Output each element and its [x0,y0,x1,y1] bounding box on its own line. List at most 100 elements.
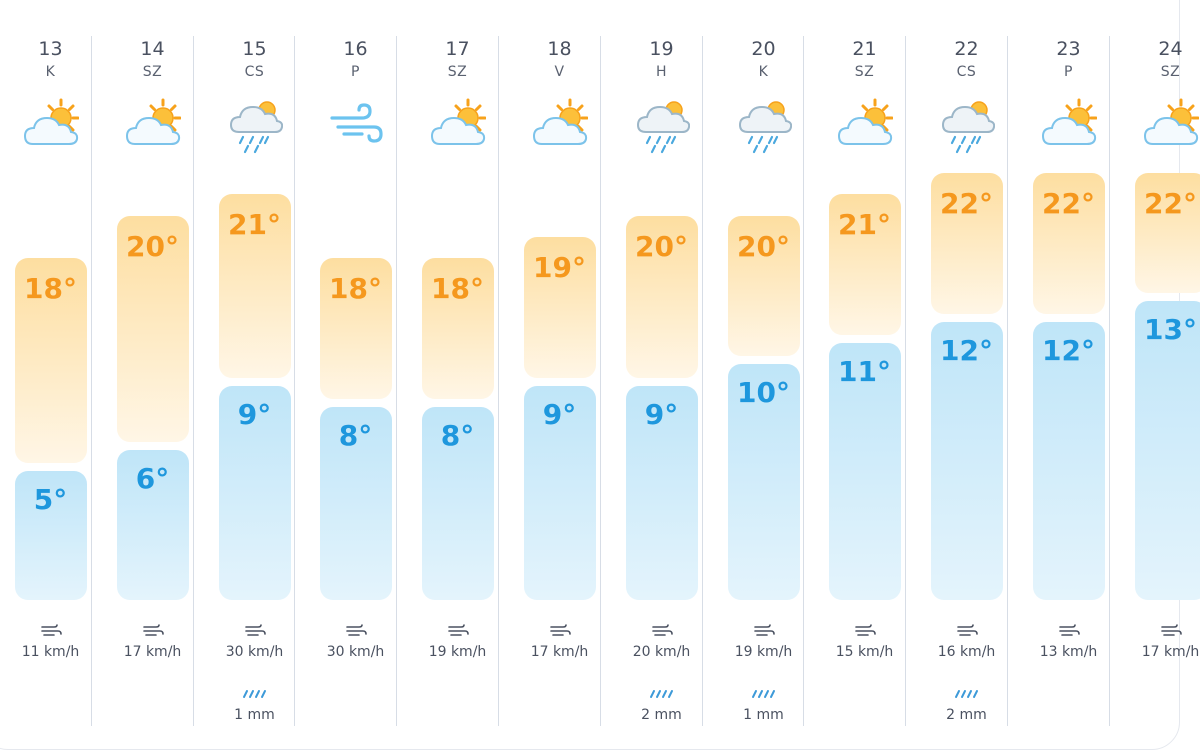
day-date: 21 [852,38,877,60]
day-column[interactable]: 20 K 20° 10° 19 km/h 1 mm [713,0,814,751]
min-temp: 9° [644,397,679,431]
wind-icon [854,622,876,638]
partly-sunny-icon [125,98,181,145]
min-temp-bar: 6° [116,449,189,600]
column-divider [600,36,601,726]
day-column[interactable]: 21 SZ 21° 11° 15 km/h [814,0,915,751]
rain-icon [636,101,690,154]
day-column[interactable]: 23 P 22° 12° 13 km/h [1018,0,1119,751]
max-temp: 20° [126,229,179,263]
day-date: 13 [38,38,63,60]
column-divider [91,36,92,726]
day-column[interactable]: 18 V 19° 9° 17 km/h [509,0,610,751]
wind-speed: 19 km/h [428,644,487,660]
day-weekday: H [655,64,668,80]
partly-sunny-icon [1143,98,1199,145]
column-divider [1109,36,1110,726]
wind-speed: 19 km/h [734,644,793,660]
wind-icon [329,103,383,143]
wind-icon [956,622,978,638]
day-weekday: P [1064,64,1073,80]
max-temp-bar: 22° [1134,173,1200,293]
max-temp-bar: 18° [319,258,392,400]
wind-icon [244,622,266,638]
day-date: 23 [1056,38,1081,60]
day-column[interactable]: 14 SZ 20° 6° 17 km/h [102,0,203,751]
max-temp-bar: 21° [828,194,901,336]
day-column[interactable]: 22 CS 22° 12° 16 km/h 2 mm [916,0,1017,751]
day-column[interactable]: 17 SZ 18° 8° 19 km/h [407,0,508,751]
day-column[interactable]: 13 K 18° 5° 11 km/h [0,0,101,751]
max-temp: 19° [533,250,586,284]
min-temp-bar: 10° [727,364,800,600]
min-temp: 9° [237,397,272,431]
day-weekday: P [351,64,360,80]
day-column[interactable]: 19 H 20° 9° 20 km/h 2 mm [611,0,712,751]
column-divider [702,36,703,726]
max-temp-bar: 19° [523,236,596,378]
day-weekday: K [45,64,56,80]
column-divider [193,36,194,726]
wind-icon [142,622,164,638]
min-temp: 5° [33,482,68,516]
rain-icon [242,685,268,698]
day-column[interactable]: 15 CS 21° 9° 30 km/h 1 mm [204,0,305,751]
wind-speed: 17 km/h [123,644,182,660]
wind-speed: 11 km/h [21,644,80,660]
wind-icon [753,622,775,638]
max-temp: 22° [1042,187,1095,220]
day-weekday: SZ [854,64,875,80]
day-weekday: V [554,64,565,80]
wind-icon [40,622,62,638]
min-temp: 9° [542,397,577,431]
column-divider [905,36,906,726]
column-divider [1007,36,1008,726]
rain-amount: 1 mm [234,707,275,723]
min-temp: 8° [440,419,475,453]
day-weekday: K [758,64,769,80]
max-temp: 20° [635,229,688,263]
day-date: 24 [1158,38,1183,60]
max-temp-bar: 18° [421,258,494,400]
wind-icon [1160,622,1182,638]
column-divider [396,36,397,726]
min-temp-bar: 9° [523,385,596,600]
min-temp: 8° [338,419,373,453]
wind-icon [447,622,469,638]
wind-speed: 30 km/h [225,644,284,660]
min-temp-bar: 11° [828,343,901,600]
wind-speed: 13 km/h [1039,644,1098,660]
day-weekday: SZ [447,64,468,80]
day-date: 22 [954,38,979,60]
max-temp: 18° [24,272,77,306]
min-temp: 12° [1042,333,1095,367]
min-temp-bar: 13° [1134,300,1200,600]
partly-sunny-icon [23,98,79,145]
min-temp: 6° [135,461,170,495]
wind-speed: 17 km/h [530,644,589,660]
rain-icon [229,101,283,154]
max-temp-bar: 21° [218,194,291,378]
min-temp-bar: 8° [421,407,494,600]
column-divider [498,36,499,726]
partly-sunny-icon [430,98,486,145]
min-temp-bar: 9° [218,385,291,600]
min-temp: 11° [838,355,891,389]
day-weekday: SZ [142,64,163,80]
max-temp-bar: 18° [14,258,87,463]
day-date: 20 [751,38,776,60]
min-temp: 13° [1144,312,1197,346]
day-weekday: CS [244,64,265,80]
wind-icon [651,622,673,638]
day-date: 17 [445,38,470,60]
day-date: 15 [242,38,267,60]
min-temp-bar: 5° [14,470,87,600]
max-temp-bar: 22° [930,173,1003,314]
min-temp-bar: 8° [319,407,392,600]
rain-icon [649,685,675,698]
day-column[interactable]: 24 SZ 22° 13° 17 km/h [1120,0,1200,751]
day-date: 14 [140,38,165,60]
rain-amount: 2 mm [946,707,987,723]
day-column[interactable]: 16 P 18° 8° 30 km/h [305,0,406,751]
